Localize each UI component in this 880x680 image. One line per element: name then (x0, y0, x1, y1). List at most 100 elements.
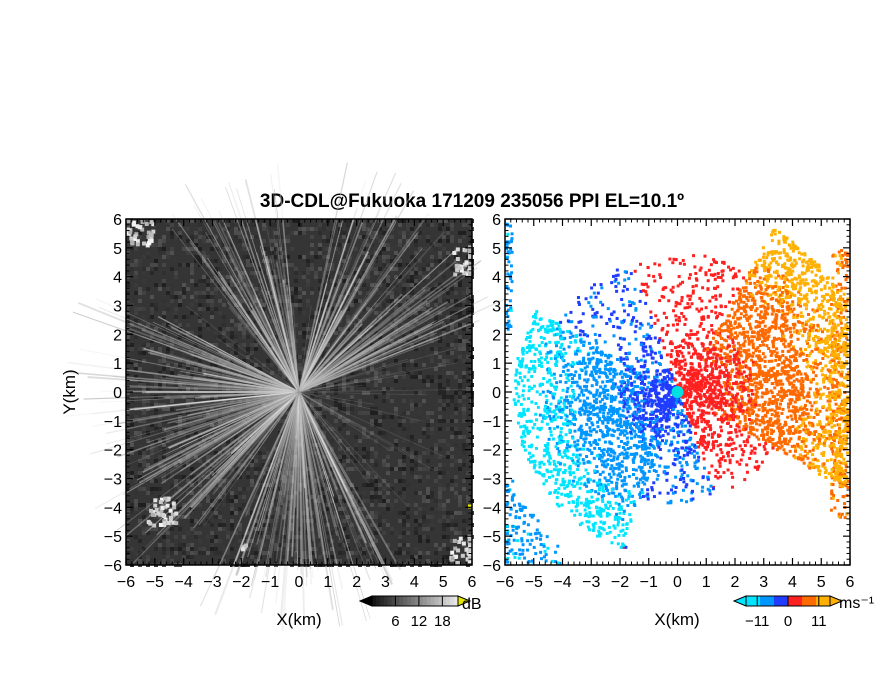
noise-pixel (242, 223, 246, 227)
noise-pixel (246, 283, 250, 287)
noise-pixel (250, 263, 254, 267)
noise-pixel (214, 359, 218, 363)
noise-pixel (438, 495, 442, 499)
noise-pixel (410, 315, 414, 319)
noise-pixel (366, 239, 370, 243)
noise-pixel (198, 295, 202, 299)
noise-pixel (194, 299, 198, 303)
noise-pixel (234, 343, 238, 347)
noise-pixel (418, 455, 422, 459)
noise-pixel (358, 399, 362, 403)
noise-pixel (354, 395, 358, 399)
noise-pixel (394, 307, 398, 311)
clutter-pixel (129, 236, 134, 241)
noise-pixel (154, 527, 158, 531)
noise-pixel (174, 343, 178, 347)
noise-pixel (214, 335, 218, 339)
velocity-pixel (546, 546, 550, 550)
noise-pixel (338, 511, 342, 515)
noise-pixel (162, 331, 166, 335)
noise-pixel (458, 239, 462, 243)
noise-pixel (246, 323, 250, 327)
noise-pixel (434, 315, 438, 319)
noise-pixel (146, 387, 150, 391)
noise-pixel (306, 303, 310, 307)
noise-pixel (170, 299, 174, 303)
noise-pixel (406, 279, 410, 283)
noise-pixel (338, 379, 342, 383)
noise-pixel (378, 487, 382, 491)
noise-pixel (206, 411, 210, 415)
noise-pixel (130, 447, 134, 451)
noise-pixel (434, 499, 438, 503)
noise-pixel (342, 519, 346, 523)
noise-pixel (262, 239, 266, 243)
noise-pixel (130, 471, 134, 475)
noise-pixel (386, 395, 390, 399)
noise-pixel (442, 403, 446, 407)
noise-pixel (142, 307, 146, 311)
noise-pixel (426, 339, 430, 343)
noise-pixel (190, 295, 194, 299)
noise-pixel (134, 375, 138, 379)
noise-pixel (434, 415, 438, 419)
noise-pixel (430, 347, 434, 351)
noise-pixel (226, 419, 230, 423)
noise-pixel (442, 523, 446, 527)
noise-pixel (342, 423, 346, 427)
noise-pixel (438, 419, 442, 423)
noise-pixel (414, 315, 418, 319)
noise-pixel (238, 279, 242, 283)
noise-pixel (454, 403, 458, 407)
noise-pixel (158, 487, 162, 491)
noise-pixel (378, 267, 382, 271)
noise-pixel (402, 447, 406, 451)
noise-pixel (162, 535, 166, 539)
velocity-pixel (526, 548, 530, 552)
noise-pixel (330, 375, 334, 379)
noise-pixel (238, 299, 242, 303)
noise-pixel (138, 527, 142, 531)
noise-pixel (214, 423, 218, 427)
noise-pixel (258, 283, 262, 287)
noise-pixel (358, 411, 362, 415)
noise-pixel (350, 439, 354, 443)
noise-pixel (142, 531, 146, 535)
noise-pixel (166, 363, 170, 367)
noise-pixel (406, 243, 410, 247)
noise-pixel (134, 435, 138, 439)
noise-pixel (366, 351, 370, 355)
noise-pixel (334, 399, 338, 403)
noise-pixel (370, 407, 374, 411)
noise-pixel (310, 395, 314, 399)
noise-pixel (406, 327, 410, 331)
noise-pixel (126, 243, 130, 247)
noise-pixel (462, 411, 466, 415)
noise-pixel (402, 303, 406, 307)
velocity-pixel (509, 277, 513, 281)
noise-pixel (218, 327, 222, 331)
noise-pixel (138, 347, 142, 351)
noise-pixel (426, 311, 430, 315)
noise-pixel (162, 443, 166, 447)
noise-pixel (246, 335, 250, 339)
noise-pixel (434, 447, 438, 451)
noise-pixel (338, 343, 342, 347)
noise-pixel (186, 287, 190, 291)
noise-pixel (418, 475, 422, 479)
velocity-pixel (788, 449, 792, 453)
noise-pixel (386, 499, 390, 503)
noise-pixel (406, 223, 410, 227)
noise-pixel (210, 299, 214, 303)
noise-pixel (438, 415, 442, 419)
noise-pixel (402, 439, 406, 443)
noise-pixel (358, 291, 362, 295)
noise-pixel (458, 327, 462, 331)
noise-pixel (298, 311, 302, 315)
noise-pixel (374, 347, 378, 351)
noise-pixel (418, 491, 422, 495)
noise-pixel (226, 531, 230, 535)
velocity-pixel (508, 549, 512, 553)
noise-pixel (142, 279, 146, 283)
velocity-pixel (539, 550, 543, 554)
